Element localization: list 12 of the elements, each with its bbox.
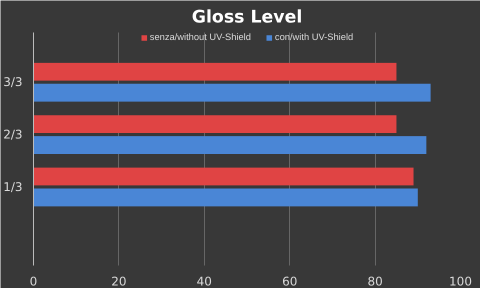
y-tick-label: 1/3 [3,180,22,194]
x-tick-label: 60 [282,274,298,288]
y-tick-label: 2/3 [3,128,22,142]
legend-label: senza/without UV-Shield [150,32,251,42]
y-tick-label: 3/3 [3,75,22,90]
x-tick-label: 0 [30,274,38,288]
legend-label: con/with UV-Shield [274,32,354,42]
x-tick-label: 20 [111,274,127,288]
x-tick-label: 40 [196,274,212,288]
chart-title: Gloss Level [192,8,302,28]
x-tick-label: 100 [449,274,472,288]
x-tick-label: 80 [367,274,383,288]
